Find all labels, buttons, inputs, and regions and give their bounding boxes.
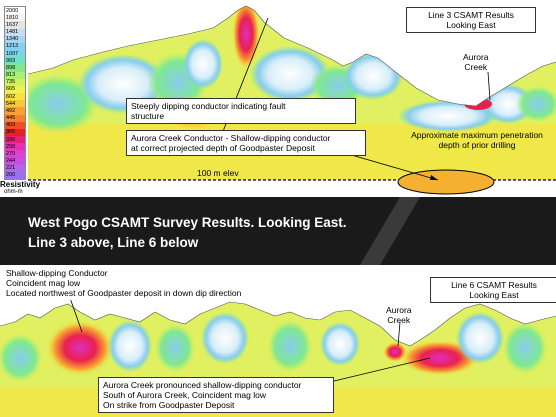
legend-swatch [5, 42, 25, 51]
legend-title: Resistivity [0, 180, 41, 189]
legend-swatch [5, 78, 25, 86]
legend-value-label: 2000 [6, 7, 19, 14]
legend-value-label: 330 [6, 136, 16, 143]
legend-swatch [5, 136, 25, 144]
aurora-creek-conductor-annotation: Aurora Creek Conductor - Shallow-dipping… [126, 130, 366, 156]
resistivity-color-scale [4, 6, 26, 180]
banner-title: West Pogo CSAMT Survey Results. Looking … [28, 215, 347, 230]
legend-swatch [5, 35, 25, 43]
legend-value-label: 299 [6, 143, 16, 150]
legend-swatch [5, 14, 25, 22]
legend-value-label: 993 [6, 57, 16, 64]
legend-swatch [5, 28, 25, 36]
legend-swatch [5, 85, 25, 94]
legend-swatch [5, 114, 25, 122]
legend-swatch [5, 93, 25, 101]
line-6-subtitle: Looking East [469, 290, 519, 300]
banner-decoration [360, 197, 420, 265]
line-6-aurora-creek-label: Aurora Creek [386, 305, 412, 325]
line-6-title: Line 6 CSAMT Results [451, 280, 537, 290]
shallow-dipping-conductor-annotation: Shallow-dipping Conductor Coincident mag… [2, 266, 272, 300]
legend-value-label: 898 [6, 64, 16, 71]
legend-swatch [5, 50, 25, 58]
line-3-title-box: Line 3 CSAMT Results Looking East [406, 7, 536, 33]
line-6-title-box: Line 6 CSAMT Results Looking East [430, 277, 556, 303]
banner-subtitle: Line 3 above, Line 6 below [28, 235, 199, 250]
legend-value-label: 1097 [6, 50, 19, 57]
legend-swatch [5, 128, 25, 137]
legend-value-label: 1481 [6, 29, 19, 36]
legend-swatch [5, 171, 25, 180]
legend-swatch [5, 107, 25, 115]
penetration-depth-label: Approximate maximum penetration depth of… [411, 130, 543, 150]
legend-value-label: 1213 [6, 43, 19, 50]
legend-swatch [5, 157, 25, 165]
legend-swatch [5, 143, 25, 151]
legend-swatch [5, 7, 25, 15]
legend-value-label: 1340 [6, 36, 19, 43]
legend-value-label: 270 [6, 150, 16, 157]
legend-value-label: 365 [6, 129, 16, 136]
legend-value-label: 445 [6, 115, 16, 122]
legend-swatch [5, 57, 25, 65]
legend-value-label: 735 [6, 79, 16, 86]
legend-swatch [5, 21, 25, 29]
legend-swatch [5, 71, 25, 79]
legend-swatch [5, 121, 25, 129]
line-3-title: Line 3 CSAMT Results [428, 10, 514, 20]
legend-swatch [5, 64, 25, 72]
legend-value-label: 221 [6, 165, 16, 172]
legend-value-label: 492 [6, 107, 16, 114]
legend-value-label: 602 [6, 93, 16, 100]
legend-swatch [5, 164, 25, 172]
legend-swatch [5, 150, 25, 158]
fault-conductor-annotation: Steeply dipping conductor indicating fau… [126, 98, 356, 124]
aurora-creek-pronounced-conductor-annotation: Aurora Creek pronounced shallow-dipping … [98, 377, 334, 413]
legend-value-label: 1637 [6, 21, 19, 28]
legend-value-label: 665 [6, 86, 16, 93]
legend-value-label: 244 [6, 158, 16, 165]
legend-unit: ohm-m [4, 189, 23, 195]
legend-swatch [5, 100, 25, 108]
legend-value-label: 544 [6, 100, 16, 107]
line-3-subtitle: Looking East [446, 20, 496, 30]
elevation-label: 100 m elev [197, 168, 239, 178]
legend-value-label: 403 [6, 122, 16, 129]
legend-value-label: 813 [6, 72, 16, 79]
title-banner: West Pogo CSAMT Survey Results. Looking … [0, 197, 556, 265]
line-3-aurora-creek-label: Aurora Creek [463, 52, 489, 72]
legend-value-label: 1810 [6, 14, 19, 21]
legend-value-label: 200 [6, 172, 16, 179]
